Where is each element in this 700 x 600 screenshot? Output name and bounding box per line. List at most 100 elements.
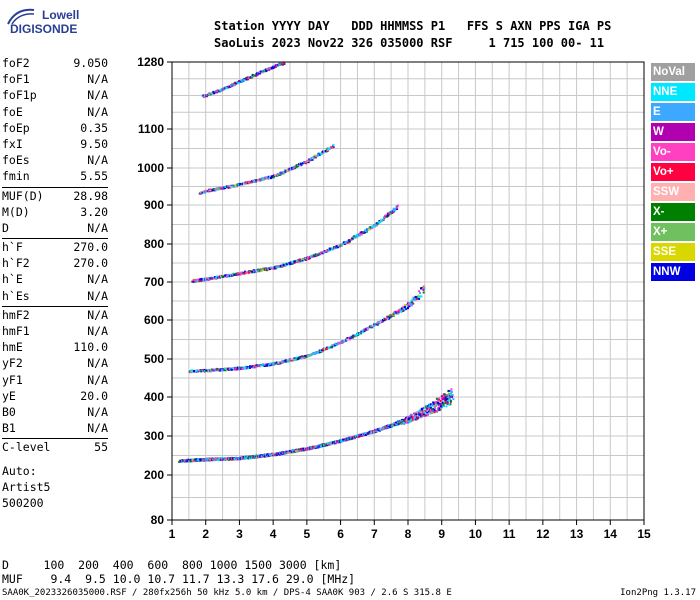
- param-value: N/A: [87, 88, 108, 103]
- echo-point: [227, 186, 230, 189]
- echo-point: [407, 303, 409, 306]
- echo-point: [403, 419, 406, 422]
- echo-point: [340, 243, 343, 246]
- echo-point: [203, 459, 206, 462]
- echo-point: [311, 446, 314, 449]
- echo-point: [269, 454, 271, 457]
- echo-point: [449, 399, 452, 402]
- echo-point: [414, 412, 417, 415]
- param-key: h`Es: [2, 288, 30, 303]
- echo-point: [323, 347, 326, 350]
- echo-point: [209, 277, 212, 280]
- echo-point: [336, 246, 339, 248]
- echo-point: [246, 367, 249, 370]
- echo-point: [213, 457, 216, 460]
- echo-point: [208, 93, 211, 95]
- echo-point: [236, 368, 238, 371]
- echo-point: [390, 210, 393, 213]
- echo-point: [326, 347, 329, 350]
- echo-point: [300, 163, 303, 166]
- echo-point: [371, 324, 374, 327]
- echo-point: [244, 78, 247, 81]
- autoscaling-info: Auto: Artist5 500200: [2, 463, 108, 511]
- echo-point: [444, 402, 447, 405]
- echo-point: [363, 229, 366, 232]
- legend-item-vo: Vo+: [651, 163, 695, 181]
- echo-point: [301, 258, 304, 261]
- echo-point: [411, 296, 414, 299]
- echo-point: [397, 312, 400, 315]
- echo-point: [405, 308, 408, 311]
- echo-point: [325, 250, 328, 253]
- echo-point: [279, 62, 282, 65]
- logo-arc-icon: [7, 8, 35, 25]
- echo-point: [421, 412, 424, 415]
- echo-point: [297, 164, 300, 167]
- echo-point: [443, 405, 446, 408]
- echo-point: [221, 369, 224, 372]
- echo-point: [218, 274, 221, 277]
- param-row: h`F2 270.0: [2, 256, 108, 272]
- plot-axes: [167, 61, 645, 525]
- echo-point: [264, 68, 267, 71]
- echo-point: [339, 342, 342, 344]
- echo-point: [417, 410, 420, 413]
- echo-point: [211, 189, 214, 192]
- echo-point: [305, 355, 308, 358]
- echo-point: [259, 269, 262, 272]
- echo-point: [246, 181, 249, 184]
- echo-point: [307, 256, 310, 259]
- param-key: foE: [2, 104, 23, 119]
- echo-point: [281, 63, 284, 66]
- echo-point: [243, 183, 245, 186]
- echo-point: [255, 365, 258, 368]
- echo-point: [393, 314, 395, 316]
- param-key: B1: [2, 421, 16, 436]
- echo-point: [348, 338, 351, 341]
- muf-row: MUF 9.4 9.5 10.0 10.7 11.7 13.3 17.6 29.…: [2, 572, 356, 586]
- echo-point: [216, 368, 219, 371]
- echo-point: [397, 204, 399, 207]
- echo-point: [412, 298, 415, 301]
- echo-point: [414, 414, 417, 417]
- echo-point: [444, 400, 447, 403]
- echo-point: [389, 424, 392, 427]
- header-line2: SaoLuis 2023 Nov22 326 035000 RSF 1 715 …: [214, 36, 605, 50]
- echo-point: [274, 174, 277, 176]
- echo-point: [280, 264, 283, 267]
- param-key: foF1: [2, 72, 30, 87]
- echo-point: [346, 439, 349, 441]
- echo-point: [301, 259, 304, 262]
- echo-point: [221, 186, 224, 189]
- echo-point: [403, 422, 406, 425]
- echo-point: [375, 223, 378, 226]
- echo-point: [178, 460, 181, 463]
- echo-point: [412, 302, 415, 305]
- param-separator: [2, 238, 108, 240]
- y-tick-label: 500: [144, 352, 164, 366]
- echo-point: [438, 397, 441, 400]
- echo-point: [411, 301, 414, 304]
- echo-point: [333, 246, 335, 249]
- echo-point: [214, 90, 217, 93]
- echo-point: [233, 366, 235, 369]
- echo-point: [371, 227, 373, 230]
- auto-line3: 500200: [2, 495, 44, 510]
- echo-point: [426, 413, 429, 416]
- echo-point: [194, 279, 197, 282]
- echo-point: [439, 405, 442, 408]
- echo-point: [353, 236, 356, 239]
- echo-point: [404, 308, 407, 311]
- echo-point: [291, 449, 294, 452]
- param-row: h`F 270.0: [2, 240, 108, 256]
- echo-point: [224, 274, 227, 277]
- echo-point: [314, 154, 317, 157]
- echo-point: [434, 403, 437, 406]
- echo-point: [288, 451, 291, 454]
- param-value: 20.0: [80, 388, 108, 403]
- echo-point: [292, 167, 295, 170]
- echo-point: [253, 180, 256, 183]
- echo-point: [293, 358, 296, 361]
- param-row: fmin 5.55: [2, 169, 108, 185]
- x-tick-label: 11: [503, 527, 516, 541]
